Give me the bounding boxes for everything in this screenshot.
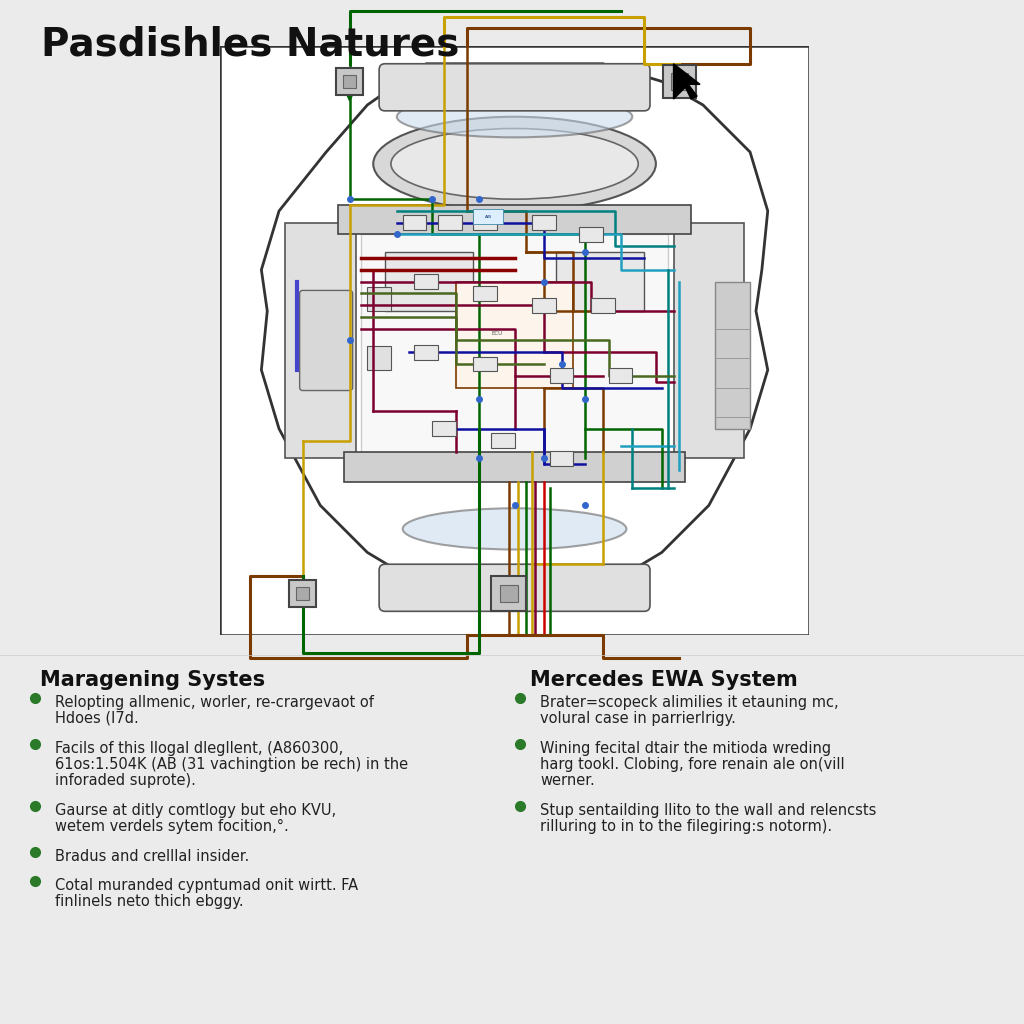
Bar xyxy=(438,215,462,230)
Bar xyxy=(664,66,695,97)
Text: Gaurse at ditly comtlogy but eho KVU,: Gaurse at ditly comtlogy but eho KVU, xyxy=(55,803,336,817)
FancyBboxPatch shape xyxy=(379,564,650,611)
Text: Pasdishles Natures: Pasdishles Natures xyxy=(41,26,460,63)
Bar xyxy=(492,433,515,447)
Text: Stup sentailding llito to the wall and relencsts: Stup sentailding llito to the wall and r… xyxy=(540,803,877,817)
Text: inforaded suprote).: inforaded suprote). xyxy=(55,773,196,787)
Bar xyxy=(296,587,309,600)
Ellipse shape xyxy=(391,129,638,199)
Bar xyxy=(556,252,644,311)
Bar xyxy=(338,205,691,234)
Ellipse shape xyxy=(374,117,656,211)
Text: Wining fecital dtair the mitioda wreding: Wining fecital dtair the mitioda wreding xyxy=(540,740,831,756)
Text: rilluring to in to the filegiring:s notorm).: rilluring to in to the filegiring:s noto… xyxy=(540,818,833,834)
Text: Maragening Systes: Maragening Systes xyxy=(40,670,265,690)
Bar xyxy=(343,75,356,88)
Polygon shape xyxy=(674,63,700,99)
Text: wetem verdels sytem focition,°.: wetem verdels sytem focition,°. xyxy=(55,818,289,834)
Bar xyxy=(432,422,456,436)
Text: Mercedes EWA System: Mercedes EWA System xyxy=(530,670,798,690)
Text: Cotal muranded cypntumad onit wirtt. FA: Cotal muranded cypntumad onit wirtt. FA xyxy=(55,879,358,893)
Bar xyxy=(415,274,438,289)
Bar xyxy=(532,215,556,230)
Bar xyxy=(473,286,497,301)
Text: Brater=scopeck alimilies it etauning mc,: Brater=scopeck alimilies it etauning mc, xyxy=(540,695,839,710)
Bar xyxy=(532,298,556,312)
Text: werner.: werner. xyxy=(540,773,595,787)
Text: finlinels neto thich ebggy.: finlinels neto thich ebggy. xyxy=(55,894,244,909)
Bar xyxy=(550,451,573,466)
Bar xyxy=(500,585,517,602)
Bar xyxy=(285,223,355,459)
Bar xyxy=(415,345,438,359)
Text: A/B: A/B xyxy=(484,215,492,219)
Text: volural case in parrierIrigy.: volural case in parrierIrigy. xyxy=(540,711,736,726)
Bar xyxy=(580,227,603,242)
Bar xyxy=(402,215,426,230)
Bar xyxy=(473,215,497,230)
Bar xyxy=(608,369,633,383)
Ellipse shape xyxy=(397,96,633,137)
Bar xyxy=(591,298,614,312)
Bar xyxy=(674,223,744,459)
Text: Relopting allmenic, worler, re-crargevaot of: Relopting allmenic, worler, re-crargevao… xyxy=(55,695,374,710)
Bar xyxy=(368,288,391,311)
Bar xyxy=(492,575,526,611)
Bar xyxy=(337,69,362,94)
Text: Facils of this llogal dlegllent, (A860300,: Facils of this llogal dlegllent, (A86030… xyxy=(55,740,343,756)
Text: Bradus and crelllal insider.: Bradus and crelllal insider. xyxy=(55,849,249,863)
Bar xyxy=(715,282,750,429)
Text: Hdoes (I7d.: Hdoes (I7d. xyxy=(55,711,138,726)
FancyBboxPatch shape xyxy=(300,291,352,390)
Text: 61os:1.504K (AB (31 vachingtion be rech) in the: 61os:1.504K (AB (31 vachingtion be rech)… xyxy=(55,757,409,772)
Bar xyxy=(473,210,503,224)
Text: harg tookl. Clobing, fore renain ale on(vill: harg tookl. Clobing, fore renain ale on(… xyxy=(540,757,845,772)
Bar xyxy=(672,74,687,89)
Bar xyxy=(385,252,473,311)
Bar xyxy=(361,234,668,459)
Ellipse shape xyxy=(402,508,627,550)
Bar xyxy=(550,369,573,383)
Text: ECU: ECU xyxy=(492,331,503,336)
Bar xyxy=(344,453,685,482)
Bar xyxy=(473,356,497,372)
Bar xyxy=(368,346,391,370)
Polygon shape xyxy=(261,63,768,588)
FancyBboxPatch shape xyxy=(379,63,650,111)
Bar xyxy=(290,581,315,607)
Bar xyxy=(456,282,573,388)
